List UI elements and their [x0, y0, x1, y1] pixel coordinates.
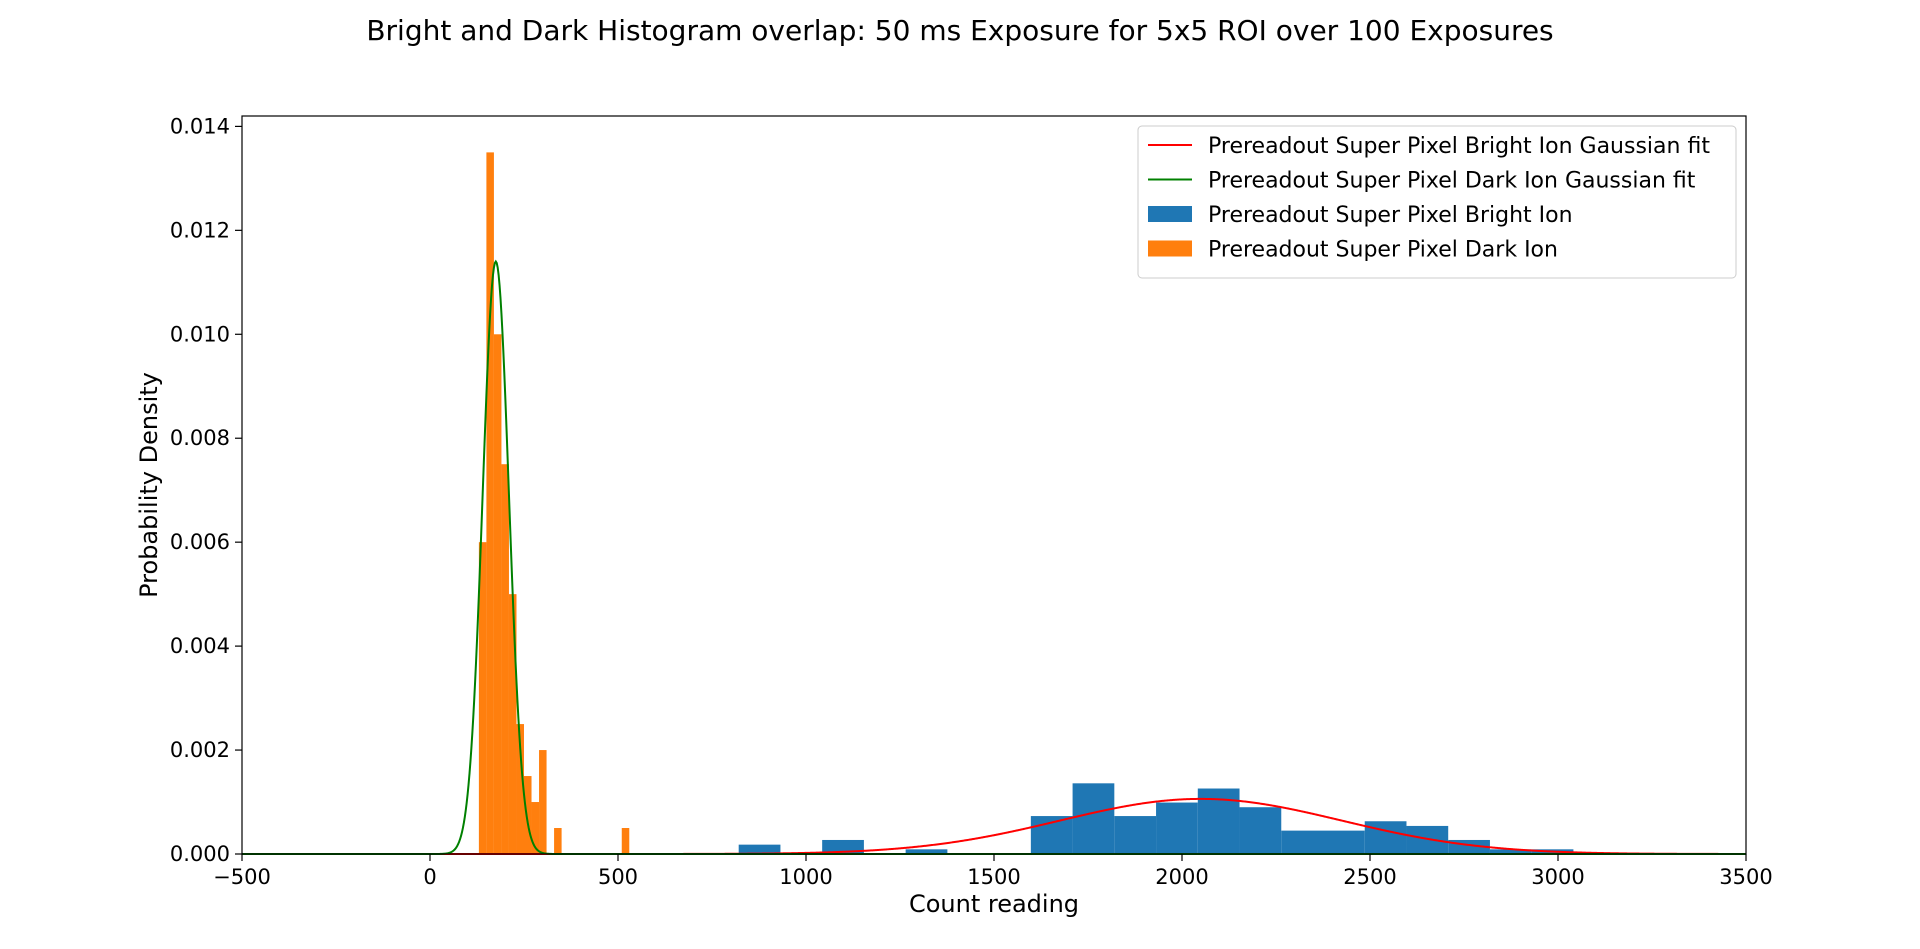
histogram-dark — [478, 152, 630, 855]
histogram-bar — [486, 152, 494, 855]
x-tick-label: 3500 — [1719, 865, 1772, 889]
histogram-bar — [1323, 830, 1365, 854]
histogram-bar — [1364, 821, 1407, 854]
histogram-bar — [539, 750, 547, 854]
dark-gaussian-fit-line — [242, 259, 1746, 855]
histogram-bright — [738, 783, 1574, 854]
chart-title: Bright and Dark Histogram overlap: 50 ms… — [366, 14, 1553, 47]
histogram-bar — [1239, 807, 1282, 854]
histogram-bar — [1072, 783, 1115, 854]
histogram-bar — [905, 849, 948, 854]
x-axis-ticks: −500 0 500 1000 1500 2000 2500 3000 3500 — [213, 854, 1773, 889]
x-axis-label: Count reading — [909, 890, 1079, 918]
fit-lines-layer — [242, 259, 1746, 855]
histogram-bar — [1281, 830, 1323, 854]
y-tick-label: 0.010 — [170, 322, 230, 346]
histogram-bar — [1406, 825, 1449, 854]
legend-entry-label: Prereadout Super Pixel Bright Ion — [1208, 203, 1573, 228]
y-tick-label: 0.014 — [170, 114, 230, 138]
histogram-bar — [478, 542, 487, 854]
histogram-bar — [524, 776, 532, 854]
x-tick-label: 2000 — [1155, 865, 1208, 889]
histogram-bar — [516, 724, 524, 854]
legend-entry-label: Prereadout Super Pixel Dark Ion Gaussian… — [1208, 169, 1696, 194]
y-axis-ticks: 0.000 0.002 0.004 0.006 0.008 0.010 0.012 0.014 — [170, 114, 242, 866]
histogram-bar — [1489, 849, 1532, 854]
histogram-bar — [531, 802, 540, 854]
x-tick-label: −500 — [213, 865, 271, 889]
bars-layer — [478, 152, 1574, 855]
y-tick-label: 0.002 — [170, 738, 230, 762]
x-tick-label: 1500 — [967, 865, 1020, 889]
y-tick-label: 0.004 — [170, 634, 230, 658]
legend-box — [1137, 125, 1737, 279]
legend-entry-label: Prereadout Super Pixel Bright Ion Gaussi… — [1208, 134, 1710, 159]
histogram-bar — [1156, 802, 1198, 854]
x-tick-label: 3000 — [1531, 865, 1584, 889]
legend-entry-label: Prereadout Super Pixel Dark Ion — [1208, 238, 1558, 263]
x-tick-label: 500 — [598, 865, 638, 889]
histogram-bar — [508, 594, 517, 854]
y-tick-label: 0.000 — [170, 842, 230, 866]
y-tick-label: 0.008 — [170, 426, 230, 450]
histogram-bar — [738, 844, 781, 854]
x-tick-label: 0 — [423, 865, 436, 889]
histogram-bar — [554, 828, 562, 854]
histogram-bar — [493, 334, 502, 854]
histogram-bar — [1114, 816, 1157, 854]
y-axis-label: Probability Density — [135, 372, 163, 598]
histogram-bar — [621, 828, 630, 854]
legend: Prereadout Super Pixel Bright Ion Gaussi… — [1137, 125, 1737, 279]
legend-patch-swatch — [1148, 206, 1192, 222]
y-tick-label: 0.012 — [170, 218, 230, 242]
bright-gaussian-fit-line — [242, 797, 1746, 855]
y-tick-label: 0.006 — [170, 530, 230, 554]
legend-patch-swatch — [1148, 240, 1192, 257]
x-tick-label: 1000 — [779, 865, 832, 889]
x-tick-label: 2500 — [1343, 865, 1396, 889]
histogram-bar — [501, 464, 509, 854]
